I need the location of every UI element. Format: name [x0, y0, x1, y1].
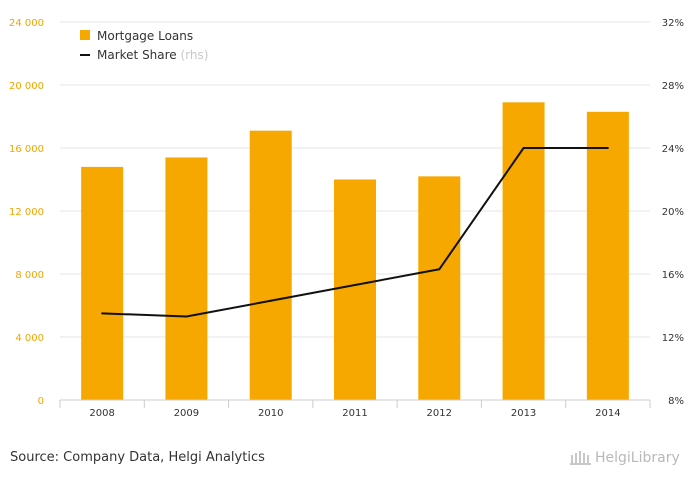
legend-label-market-share-suffix: (rhs) — [181, 48, 209, 62]
x-axis-tick-label: 2012 — [427, 408, 452, 419]
legend: Mortgage Loans Market Share (rhs) — [80, 29, 208, 62]
right-axis-tick-label: 28% — [662, 81, 684, 92]
legend-label-market-share: Market Share (rhs) — [97, 48, 208, 62]
line-point — [438, 268, 441, 271]
library-building-icon — [570, 451, 591, 465]
bar — [502, 102, 545, 400]
legend-swatch-mortgage-loans — [80, 30, 90, 40]
legend-label-market-share-name: Market Share — [97, 48, 177, 62]
chart: 2008 2009 2010 2011 2012 2013 2014 0 4 000 8 000… — [9, 18, 684, 419]
right-axis-tick-label: 12% — [662, 333, 684, 344]
right-axis-tick-label: 32% — [662, 18, 684, 29]
line-point — [101, 312, 104, 315]
left-y-axis: 0 4 000 8 000 12 000 16 000 20 000 24 000 — [9, 18, 44, 407]
line-point — [269, 299, 272, 302]
line-point — [354, 284, 356, 287]
right-axis-tick-label: 20% — [662, 207, 684, 218]
left-axis-tick-label: 8 000 — [15, 270, 44, 281]
line-series-market-share — [101, 147, 609, 318]
x-axis: 2008 2009 2010 2011 2012 2013 2014 — [59, 399, 651, 419]
left-axis-tick-label: 20 000 — [9, 81, 44, 92]
bar — [334, 179, 376, 400]
left-axis-tick-label: 12 000 — [9, 207, 44, 218]
brand-name: HelgiLibrary — [595, 450, 680, 466]
x-axis-tick-label: 2011 — [342, 408, 367, 419]
right-axis-tick-label: 24% — [662, 144, 684, 155]
right-axis-tick-label: 8% — [668, 396, 684, 407]
x-axis-tick-label: 2010 — [258, 408, 283, 419]
line-point — [606, 147, 609, 149]
bar — [418, 176, 461, 400]
bar — [81, 166, 124, 400]
bar — [249, 130, 292, 401]
bar — [165, 157, 208, 400]
line-point — [522, 147, 525, 149]
left-axis-tick-label: 0 — [38, 396, 44, 407]
bar — [586, 111, 629, 401]
left-axis-tick-label: 16 000 — [9, 144, 44, 155]
legend-label-mortgage-loans: Mortgage Loans — [97, 29, 193, 43]
x-axis-tick-label: 2009 — [174, 408, 199, 419]
x-axis-tick-label: 2014 — [595, 408, 620, 419]
helgi-library-logo: HelgiLibrary — [570, 449, 680, 466]
right-y-axis: 8% 12% 16% 20% 24% 28% 32% — [662, 18, 684, 407]
left-axis-tick-label: 24 000 — [9, 18, 44, 29]
left-axis-tick-label: 4 000 — [15, 333, 44, 344]
line-point — [185, 315, 188, 318]
right-axis-tick-label: 16% — [662, 270, 684, 281]
bar-series-mortgage-loans — [81, 102, 629, 401]
x-axis-tick-label: 2013 — [511, 408, 536, 419]
x-axis-tick-label: 2008 — [89, 408, 114, 419]
source-note: Source: Company Data, Helgi Analytics — [10, 450, 265, 465]
